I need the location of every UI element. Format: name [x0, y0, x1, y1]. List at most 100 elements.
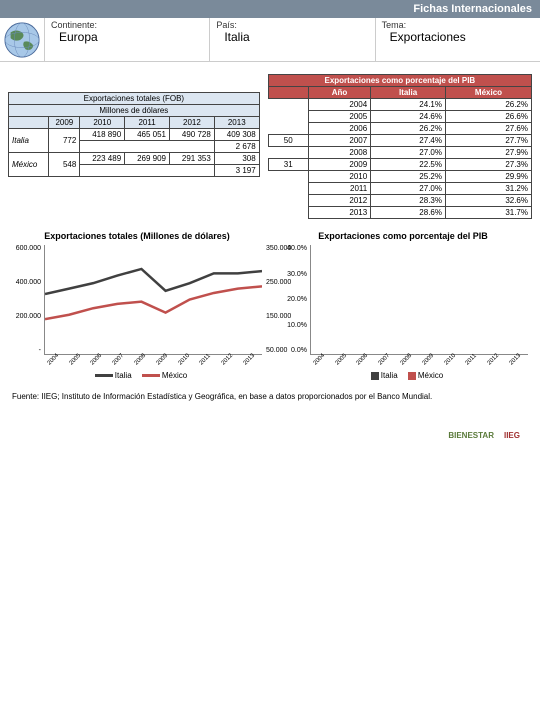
- yaxis-label: 10.0%: [273, 322, 307, 329]
- pib-cell: 26.6%: [445, 111, 531, 123]
- pib-leftcol: [268, 123, 308, 135]
- pib-cell: 25.2%: [371, 171, 446, 183]
- pib-cell: 24.1%: [371, 99, 446, 111]
- fuente-text: Fuente: IIEG; Instituto de Información E…: [12, 392, 528, 401]
- yaxis-label: -: [7, 347, 41, 354]
- fob-cell: [80, 165, 214, 177]
- fob-cell: 269 909: [125, 153, 170, 165]
- bar-chart: Exportaciones como porcentaje del PIB 40…: [274, 231, 532, 380]
- legend2-italia-swatch: [371, 372, 379, 380]
- pib-cell: 2011: [308, 183, 370, 195]
- pais-value: Italia: [216, 30, 368, 44]
- header-pais: País: Italia: [209, 18, 374, 61]
- fob-cell: 3 197: [214, 165, 259, 177]
- yaxis-label: 400.000: [7, 279, 41, 286]
- fob-cell: 772: [49, 129, 80, 153]
- fob-cell: 291 353: [169, 153, 214, 165]
- fob-title: Exportaciones totales (FOB): [9, 93, 260, 105]
- fob-year: 2010: [80, 117, 125, 129]
- legend2-b: México: [418, 371, 443, 380]
- pib-leftcol: [268, 111, 308, 123]
- yaxis-label: 30.0%: [273, 271, 307, 278]
- pib-cell: 28.3%: [371, 195, 446, 207]
- topbar-title: Fichas Internacionales: [0, 0, 540, 18]
- pib-cell: 27.9%: [445, 147, 531, 159]
- fob-year: 2013: [214, 117, 259, 129]
- pib-leftcol: [268, 207, 308, 219]
- logo-iieg: IIEG: [504, 431, 520, 440]
- fob-cell: 409 308: [214, 129, 259, 141]
- legend1-b: México: [162, 371, 187, 380]
- legend1-a: Italia: [115, 371, 132, 380]
- fob-cell: 2 678: [214, 141, 259, 153]
- pib-title: Exportaciones como porcentaje del PIB: [268, 75, 531, 87]
- fob-cell: 490 728: [169, 129, 214, 141]
- pib-cell: 26.2%: [445, 99, 531, 111]
- pib-table: Exportaciones como porcentaje del PIB Añ…: [268, 74, 532, 219]
- pib-col: México: [445, 87, 531, 99]
- pib-cell: 27.7%: [445, 135, 531, 147]
- yaxis-label: 20.0%: [273, 296, 307, 303]
- continente-value: Europa: [51, 30, 203, 44]
- header-continente: Continente: Europa: [44, 18, 209, 61]
- pib-cell: 31.2%: [445, 183, 531, 195]
- fob-year: 2009: [49, 117, 80, 129]
- fob-cell: 418 890: [80, 129, 125, 141]
- fob-year: 2012: [169, 117, 214, 129]
- pib-cell: 27.0%: [371, 147, 446, 159]
- pib-cell: 2009: [308, 159, 370, 171]
- chart2-title: Exportaciones como porcentaje del PIB: [274, 231, 532, 241]
- header-tema: Tema: Exportaciones: [375, 18, 540, 61]
- pib-cell: 2013: [308, 207, 370, 219]
- pib-cell: 2005: [308, 111, 370, 123]
- pib-cell: 27.6%: [445, 123, 531, 135]
- fob-cell: 465 051: [125, 129, 170, 141]
- tema-label: Tema:: [382, 20, 534, 30]
- footer: BIENESTAR IIEG: [0, 425, 540, 450]
- legend2-a: Italia: [381, 371, 398, 380]
- pib-cell: 2006: [308, 123, 370, 135]
- pib-leftcol: [268, 183, 308, 195]
- yaxis-label: 0.0%: [273, 347, 307, 354]
- pib-cell: 27.3%: [445, 159, 531, 171]
- fob-row-name: Italia: [9, 129, 49, 153]
- fob-cell: 548: [49, 153, 80, 177]
- pib-cell: 22.5%: [371, 159, 446, 171]
- pib-cell: 29.9%: [445, 171, 531, 183]
- fob-cell: 223 489: [80, 153, 125, 165]
- pib-cell: 32.6%: [445, 195, 531, 207]
- fob-sub: Millones de dólares: [9, 105, 260, 117]
- pib-cell: 26.2%: [371, 123, 446, 135]
- pais-label: País:: [216, 20, 368, 30]
- fob-year: 2011: [125, 117, 170, 129]
- fob-table: Exportaciones totales (FOB) Millones de …: [8, 92, 260, 177]
- yaxis-label: 600.000: [7, 245, 41, 252]
- pib-cell: 28.6%: [371, 207, 446, 219]
- header: Continente: Europa País: Italia Tema: Ex…: [0, 18, 540, 62]
- fob-row-name: México: [9, 153, 49, 177]
- continente-label: Continente:: [51, 20, 203, 30]
- fob-cell: [80, 141, 214, 153]
- pib-leftcol: 31: [268, 159, 308, 171]
- pib-cell: 24.6%: [371, 111, 446, 123]
- pib-col: Año: [308, 87, 370, 99]
- legend2: Italia México: [274, 371, 532, 380]
- pib-cell: 31.7%: [445, 207, 531, 219]
- pib-cell: 27.4%: [371, 135, 446, 147]
- pib-cell: 2012: [308, 195, 370, 207]
- line-chart: Exportaciones totales (Millones de dólar…: [8, 231, 266, 380]
- pib-cell: 2008: [308, 147, 370, 159]
- fob-cell: 308: [214, 153, 259, 165]
- pib-cell: 2010: [308, 171, 370, 183]
- pib-leftcol: [268, 171, 308, 183]
- pib-leftcol: [268, 99, 308, 111]
- pib-leftcol: [268, 195, 308, 207]
- chart1-title: Exportaciones totales (Millones de dólar…: [8, 231, 266, 241]
- legend2-mexico-swatch: [408, 372, 416, 380]
- pib-col: Italia: [371, 87, 446, 99]
- pib-leftcol: [268, 147, 308, 159]
- globe-icon: [0, 18, 44, 62]
- logo-bienestar: BIENESTAR: [448, 431, 494, 440]
- pib-cell: 2007: [308, 135, 370, 147]
- legend1-mexico-swatch: [142, 374, 160, 377]
